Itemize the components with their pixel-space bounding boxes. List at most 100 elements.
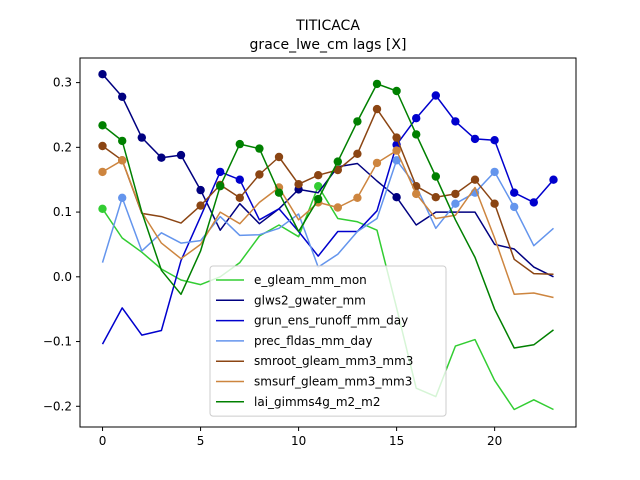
x-tick-label: 15	[389, 434, 404, 448]
axes-layer: 0 5 10 15 20 −0.2 −0.1 0.0 0.1 0.2 0.3	[43, 57, 577, 448]
data-point	[333, 203, 342, 212]
data-point	[510, 202, 519, 212]
series-e_gleam_mm_mon	[98, 182, 554, 411]
data-point	[314, 182, 323, 191]
x-tick-label: 10	[291, 434, 306, 448]
data-point	[216, 167, 225, 177]
data-point	[470, 134, 480, 144]
data-point	[431, 91, 440, 100]
series-smsurf_gleam_mm3_mm3	[98, 146, 554, 299]
data-point	[216, 182, 225, 191]
series-smroot_gleam_mm3_mm3	[98, 104, 554, 275]
data-point	[372, 158, 382, 168]
legend-label: prec_fldas_mm_day	[254, 334, 373, 348]
legend-label: smsurf_gleam_mm3_mm3	[254, 375, 412, 389]
data-point	[235, 139, 244, 149]
x-tick-label: 5	[197, 434, 205, 448]
legend-label: smroot_gleam_mm3_mm3	[254, 354, 413, 368]
data-point	[196, 201, 205, 210]
data-point	[412, 114, 421, 123]
y-tick-label: 0.0	[53, 270, 72, 284]
series-line	[101, 159, 554, 268]
data-point	[451, 199, 460, 208]
series-line	[101, 185, 554, 411]
y-tick-label: −0.1	[43, 335, 72, 349]
legend-label: lai_gimms4g_m2_m2	[254, 395, 381, 409]
data-point	[255, 170, 264, 179]
chart-subtitle: grace_lwe_cm lags [X]	[250, 37, 407, 53]
data-point	[490, 167, 499, 177]
data-point	[98, 167, 107, 177]
legend: e_gleam_mm_mon glws2_gwater_mm grun_ens_ru…	[209, 265, 447, 417]
data-point	[137, 133, 146, 142]
legend-box	[209, 265, 447, 417]
data-point	[431, 193, 440, 202]
series-line	[102, 108, 554, 275]
legend-entry: e_gleam_mm_mon	[216, 273, 367, 287]
data-point	[118, 156, 127, 165]
data-point	[353, 193, 362, 202]
legend-entry: lai_gimms4g_m2_m2	[216, 395, 381, 409]
data-point	[255, 144, 264, 153]
data-point	[412, 130, 421, 139]
data-point	[490, 199, 499, 208]
data-point	[333, 165, 342, 175]
legend-entry: smsurf_gleam_mm3_mm3	[216, 375, 412, 389]
legend-entry: prec_fldas_mm_day	[216, 334, 373, 348]
data-point	[392, 156, 401, 165]
data-point	[431, 172, 440, 181]
data-point	[353, 117, 362, 126]
data-point	[451, 189, 460, 199]
legend-entry: smroot_gleam_mm3_mm3	[216, 354, 413, 368]
data-point	[490, 136, 499, 145]
data-point	[98, 141, 107, 151]
legend-entry: grun_ens_runoff_mm_day	[216, 314, 408, 328]
data-point	[372, 104, 382, 114]
data-point	[451, 117, 460, 126]
data-point	[157, 153, 166, 162]
data-point	[235, 193, 244, 202]
series-line	[102, 83, 554, 349]
data-point	[510, 188, 519, 197]
y-tick-label: 0.1	[53, 205, 72, 219]
legend-entry: glws2_gwater_mm	[216, 293, 366, 307]
data-point	[274, 152, 284, 162]
data-point	[372, 79, 382, 89]
data-point	[196, 185, 205, 195]
data-point	[314, 194, 323, 204]
data-point	[412, 189, 421, 199]
data-point	[98, 204, 107, 213]
y-tick-label: 0.2	[53, 140, 72, 154]
x-tick-label: 0	[99, 434, 107, 448]
data-point	[274, 188, 284, 197]
data-point	[529, 198, 538, 207]
data-point	[470, 175, 480, 184]
data-point	[314, 171, 323, 180]
y-tick-label: −0.2	[43, 399, 72, 413]
plot-frame	[79, 57, 577, 428]
x-tick-label: 20	[487, 434, 502, 448]
chart-title: TITICACA	[295, 18, 360, 34]
data-point	[549, 175, 558, 184]
data-point	[118, 193, 127, 202]
data-point	[98, 70, 107, 79]
data-point	[118, 136, 127, 146]
legend-label: glws2_gwater_mm	[254, 293, 366, 307]
data-point	[118, 92, 127, 102]
data-point	[353, 149, 362, 158]
series-lai_gimms4g_m2_m2	[98, 79, 554, 349]
series-line	[102, 149, 554, 299]
legend-label: grun_ens_runoff_mm_day	[254, 314, 408, 328]
y-tick-label: 0.3	[53, 76, 72, 90]
data-point	[392, 146, 401, 155]
legend-label: e_gleam_mm_mon	[254, 273, 367, 287]
data-point	[392, 133, 401, 142]
data-point	[235, 175, 244, 184]
data-point	[333, 157, 342, 166]
data-point	[294, 180, 303, 189]
series-layer	[98, 70, 558, 411]
data-point	[98, 121, 107, 130]
series-grun_ens_runoff_mm_day	[101, 91, 558, 345]
data-point	[392, 86, 401, 96]
